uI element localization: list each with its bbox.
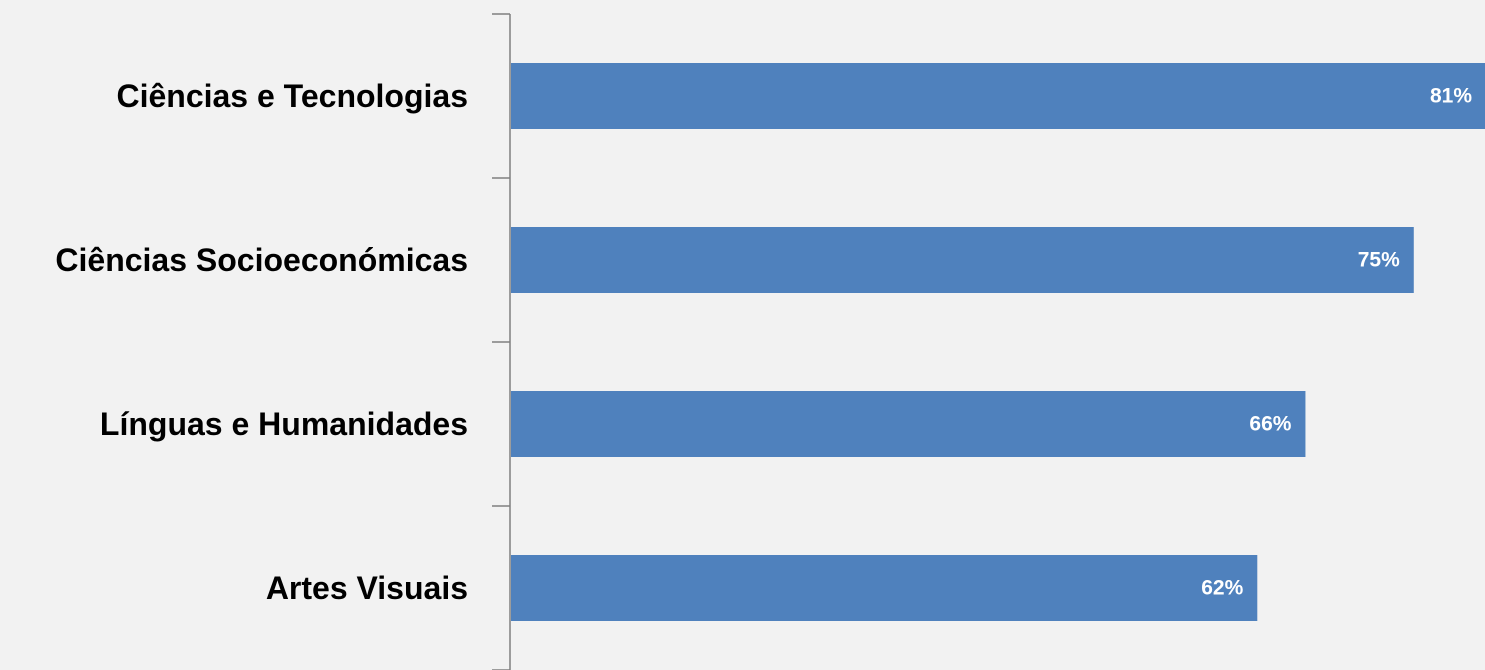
data-label: 62% (1201, 577, 1243, 600)
bar (511, 391, 1306, 457)
category-tick-label: Ciências Socioeconómicas (55, 242, 468, 278)
bar (511, 227, 1414, 293)
category-labels-group: Ciências e Tecnologias Ciências Socioecon… (55, 78, 468, 606)
category-tick-label: Artes Visuais (266, 570, 468, 606)
category-tick-label: Línguas e Humanidades (100, 406, 468, 442)
bars-group (511, 63, 1485, 621)
value-labels-group: 81% 75% 66% 62% (1201, 85, 1472, 600)
bar (511, 555, 1258, 621)
category-tick-label: Ciências e Tecnologias (116, 78, 468, 114)
data-label: 66% (1249, 413, 1291, 436)
bar (511, 63, 1485, 129)
data-label: 75% (1358, 249, 1400, 272)
data-label: 81% (1430, 85, 1472, 108)
category-axis (492, 13, 511, 670)
